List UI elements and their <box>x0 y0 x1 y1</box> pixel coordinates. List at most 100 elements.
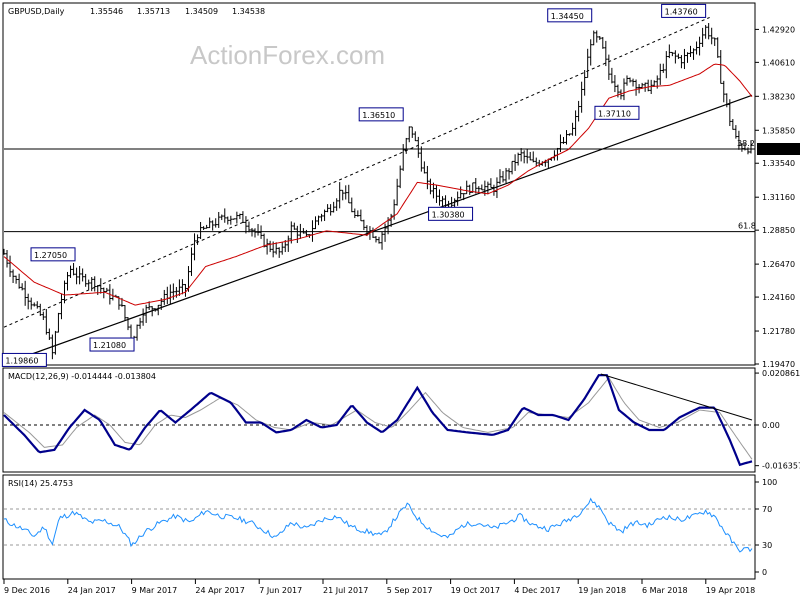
ohlc-bar <box>558 134 562 153</box>
ohlc-bar <box>595 30 599 43</box>
ohlc-bar <box>480 184 484 191</box>
ohlc-bar <box>413 131 417 142</box>
ohlc-bar <box>737 130 741 150</box>
ohlc-bar <box>232 218 236 220</box>
ohlc-bar <box>468 184 472 195</box>
price-callout: 1.21080 <box>89 337 135 352</box>
macd-panel <box>2 367 756 473</box>
ohlc-bar <box>525 149 529 164</box>
ohlc-bar <box>437 189 441 206</box>
ohlc-bar <box>20 283 24 291</box>
ohlc-bar <box>241 211 245 223</box>
ohlc-bar <box>634 79 638 96</box>
ohlc-bar <box>652 80 656 87</box>
ohlc-bar <box>586 48 590 78</box>
ohlc-bar <box>123 305 127 321</box>
horizontal-level-label: 61.8 <box>738 222 756 231</box>
x-axis-tick-label: 7 Jun 2017 <box>259 586 302 595</box>
ohlc-bar <box>253 228 257 238</box>
ohlc-bar <box>516 152 520 166</box>
price-axis-tick-label: 1.40610 <box>762 58 795 67</box>
ohlc-bar <box>8 255 12 277</box>
ohlc-bar <box>631 78 635 87</box>
ohlc-bar <box>32 302 36 307</box>
ohlc-bar <box>692 48 696 60</box>
ohlc-bar <box>592 30 596 46</box>
ohlc-bar <box>171 283 175 300</box>
price-callout-label: 1.43760 <box>665 7 698 16</box>
ohlc-bar <box>235 211 239 224</box>
ohlc-bar <box>341 189 345 201</box>
macd-line <box>3 374 753 467</box>
x-axis-tick-label: 24 Apr 2017 <box>195 586 244 595</box>
price-callout-label: 1.30380 <box>432 210 465 219</box>
ohlc-bar <box>102 287 106 299</box>
ohlc-bar <box>220 214 224 221</box>
ohlc-bar <box>673 50 677 64</box>
ohlc-bar <box>256 224 260 236</box>
ohlc-bar <box>29 297 33 310</box>
ohlc-bar <box>501 171 505 183</box>
header-open: 1.35546 <box>90 7 123 16</box>
price-callout-box <box>358 107 404 122</box>
ohlc-bar <box>259 225 263 239</box>
price-axis-tick-label: 1.19470 <box>762 360 795 369</box>
price-callout-label: 1.36510 <box>362 111 395 120</box>
ohlc-bar <box>141 308 145 326</box>
macd-title: MACD(12,26,9) -0.014444 -0.013804 <box>8 372 156 381</box>
ohlc-bar <box>217 211 221 228</box>
rsi-line <box>3 497 753 553</box>
ohlc-bar <box>577 100 581 122</box>
ohlc-bar <box>326 204 330 213</box>
ohlc-bar <box>238 213 242 220</box>
ohlc-bar <box>716 37 720 58</box>
price-callout-box <box>594 105 640 120</box>
x-axis-tick-label: 21 Jul 2017 <box>323 586 368 595</box>
ohlc-bar <box>552 150 556 161</box>
price-callout: 1.19860 <box>1 352 47 367</box>
ohlc-bar <box>356 210 360 217</box>
ohlc-bar <box>462 193 466 201</box>
ohlc-bar <box>138 317 142 329</box>
ohlc-bar <box>81 268 85 282</box>
ohlc-bar <box>162 289 166 305</box>
ohlc-bar <box>78 266 82 285</box>
ohlc-bar <box>347 184 351 204</box>
ohlc-bar <box>38 303 42 316</box>
ohlc-bar <box>14 275 18 284</box>
ohlc-bar <box>444 195 448 209</box>
ohlc-bar <box>598 36 602 40</box>
ohlc-bar <box>280 241 284 255</box>
ohlc-bar <box>304 229 308 237</box>
ohlc-bar <box>335 198 339 211</box>
x-axis-tick-label: 4 Dec 2017 <box>514 586 560 595</box>
ohlc-bar <box>667 44 671 59</box>
ohlc-bar <box>62 280 66 304</box>
ohlc-bar <box>583 69 587 96</box>
ohlc-bar <box>93 276 97 292</box>
price-layer: 38.2 61.8 1.19860 1.27050 1.21080 1.36510 1.30… <box>1 3 756 367</box>
ohlc-bar <box>350 197 354 213</box>
ohlc-bar <box>419 146 423 172</box>
price-callout-label: 1.19860 <box>5 356 38 365</box>
ohlc-bar <box>153 308 157 312</box>
ohlc-bar <box>301 228 305 234</box>
ohlc-bar <box>658 63 662 85</box>
ohlc-bar <box>105 287 109 292</box>
ohlc-bar <box>441 196 445 207</box>
ohlc-bar <box>90 277 94 292</box>
ohlc-bar <box>456 191 460 206</box>
x-axis-tick-label: 19 Jan 2018 <box>578 586 626 595</box>
ohlc-bar <box>274 242 278 255</box>
macd-axis-tick-label: -0.016357 <box>762 462 800 471</box>
ohlc-bar <box>425 165 429 190</box>
price-callout: 1.43760 <box>661 3 707 18</box>
header-symbol: GBPUSD,Daily <box>8 7 65 16</box>
ohlc-bar <box>84 273 88 287</box>
ohlc-bar <box>96 284 100 295</box>
ohlc-bar <box>743 143 747 151</box>
ohlc-bar <box>126 317 130 331</box>
ohlc-bar <box>707 23 711 40</box>
ohlc-bar <box>676 53 680 59</box>
ohlc-bar <box>486 181 490 195</box>
